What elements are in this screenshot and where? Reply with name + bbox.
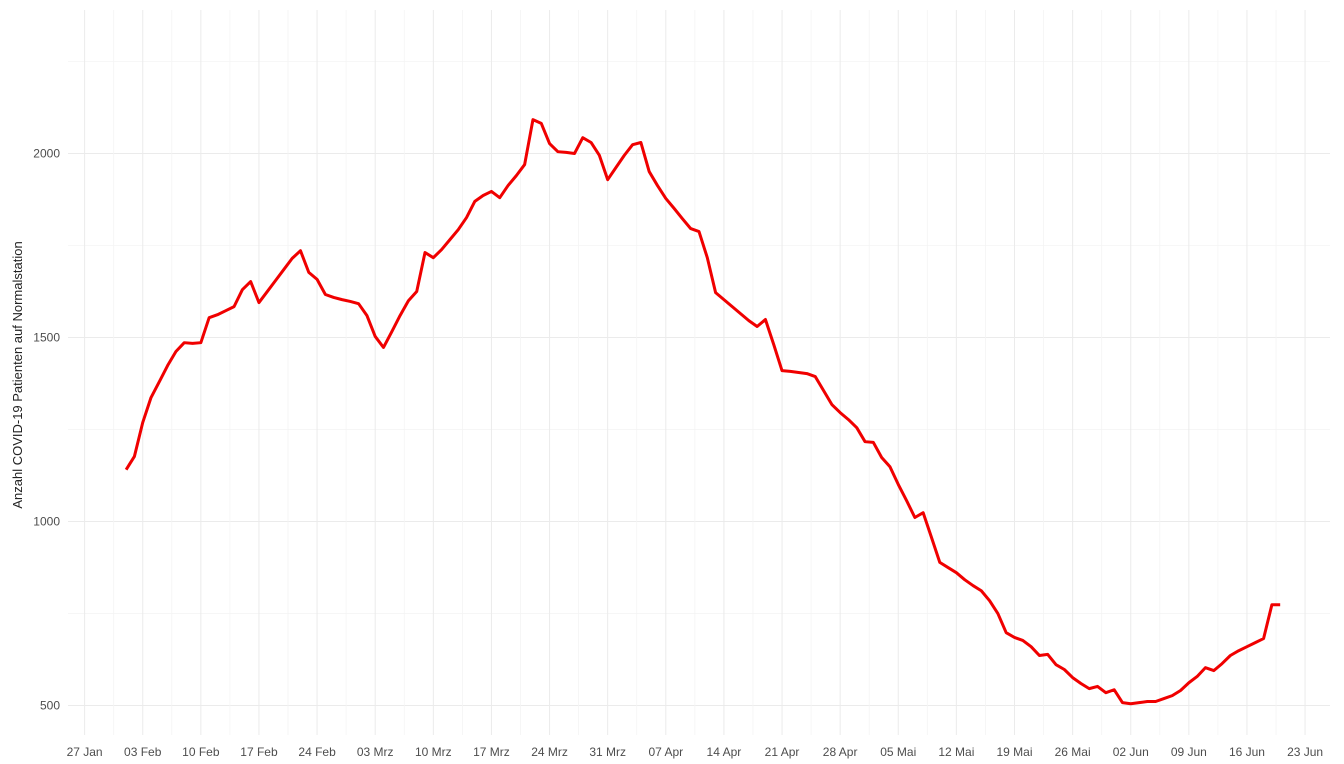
y-axis-label: Anzahl COVID-19 Patienten auf Normalstat… <box>10 241 25 508</box>
x-tick-label: 03 Feb <box>124 745 162 759</box>
x-tick-label: 09 Jun <box>1171 745 1207 759</box>
x-tick-label: 07 Apr <box>648 745 683 759</box>
x-tick-label: 17 Feb <box>240 745 278 759</box>
x-tick-label: 21 Apr <box>765 745 800 759</box>
x-tick-label: 10 Mrz <box>415 745 452 759</box>
x-tick-label: 26 Mai <box>1055 745 1091 759</box>
data-line <box>124 118 1281 706</box>
x-tick-label: 12 Mai <box>938 745 974 759</box>
x-tick-label: 24 Feb <box>298 745 336 759</box>
x-tick-label: 05 Mai <box>880 745 916 759</box>
y-tick-label: 1500 <box>33 331 60 345</box>
x-tick-label: 02 Jun <box>1113 745 1149 759</box>
x-tick-label: 19 Mai <box>996 745 1032 759</box>
x-tick-label: 17 Mrz <box>473 745 510 759</box>
x-tick-label: 24 Mrz <box>531 745 568 759</box>
x-tick-label: 10 Feb <box>182 745 220 759</box>
x-tick-label: 27 Jan <box>67 745 103 759</box>
y-tick-label: 2000 <box>33 147 60 161</box>
x-tick-label: 16 Jun <box>1229 745 1265 759</box>
x-tick-label: 14 Apr <box>707 745 742 759</box>
y-tick-label: 500 <box>40 699 60 713</box>
x-tick-label: 28 Apr <box>823 745 858 759</box>
x-tick-label: 03 Mrz <box>357 745 394 759</box>
y-tick-label: 1000 <box>33 515 60 529</box>
x-tick-label: 31 Mrz <box>589 745 626 759</box>
x-tick-label: 23 Jun <box>1287 745 1323 759</box>
